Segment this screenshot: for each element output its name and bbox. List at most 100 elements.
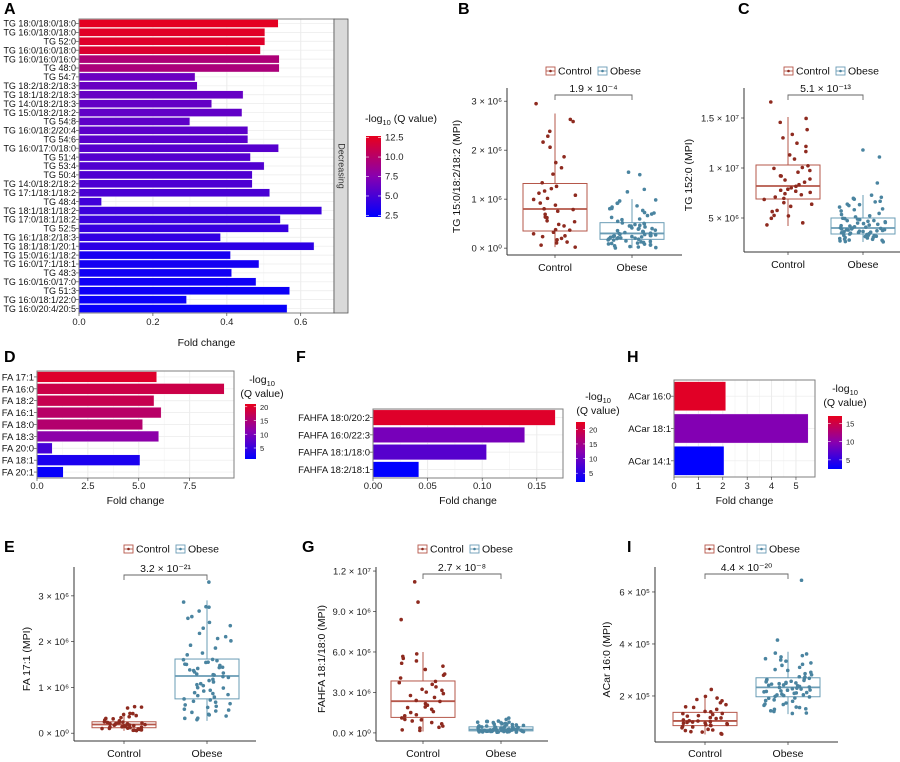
data-point [769,682,774,686]
data-point [195,682,199,687]
data-point [681,711,685,716]
data-point [848,224,852,228]
category-label: TG 18:1/18:1/20:1 [3,241,76,251]
data-point [437,725,441,730]
y-tick-label: 3 × 10⁶ [471,97,502,108]
category-label: FA 18:1 [2,456,34,467]
data-point [127,714,131,719]
data-point [187,668,192,672]
data-point [883,220,887,224]
data-point [185,653,190,657]
data-point [565,240,569,244]
data-point [790,686,795,691]
box-group-control [522,101,588,249]
significance-bracket [787,94,864,100]
colorbar-title-suffix: (Q value) [240,388,283,400]
colorbar-tick-label: 15 [589,440,597,449]
data-point [648,242,653,247]
panel-d-bar-chart: FA 17:1FA 16:0FA 18:2FA 16:1FA 18:0FA 18… [2,370,284,507]
data-point [789,186,794,190]
data-point [186,616,190,621]
data-point [224,714,228,718]
data-point [542,189,547,193]
data-point [551,230,556,235]
data-point [788,204,793,209]
legend-label-control: Control [430,544,464,556]
data-point [877,211,881,216]
data-point [808,190,812,195]
colorbar-tick-label: 2.5 [385,210,398,221]
colorbar-tick-label: 20 [589,425,597,434]
data-point [192,690,197,695]
category-label: TG 16:0/18:0/18:0 [3,28,76,38]
data-point [439,722,444,726]
bar [78,117,191,126]
box-group-control [390,580,456,733]
colorbar-title-suffix: (Q value) [391,113,437,125]
data-point [794,184,798,189]
data-point [191,668,196,673]
data-point [794,681,798,685]
data-point [521,723,526,728]
y-tick-label: 3 × 10⁶ [38,591,69,602]
data-point [429,707,434,712]
colorbar-tick-label: 5 [589,469,593,478]
category-label: TG 18:1/18:2/18:3 [3,90,76,100]
data-point [719,731,723,736]
data-point [803,707,808,711]
panel-g-box-plot: 0.0 × 10⁰ 3.0 × 10⁶ 6.0 × 10⁶ 9.0 × 10⁶ 1.2 … [316,544,548,760]
category-label: FA 18:3 [2,432,34,443]
data-point-outlier [799,578,804,583]
data-point [609,215,614,220]
category-label: TG 14:0/18:2/18:3 [3,99,76,109]
data-point [608,235,613,240]
data-point [770,209,774,214]
data-point [131,711,135,716]
data-point [687,719,692,723]
data-point [857,202,862,207]
data-point [191,699,196,704]
p-value-label: 4.4 × 10⁻²⁰ [721,562,773,574]
bar [78,233,221,242]
data-point [555,209,560,213]
colorbar-tick-label: 15 [846,419,854,428]
data-point [839,223,843,228]
data-point [611,238,616,242]
x-tick-label: 3 [745,481,750,492]
data-point [111,717,115,721]
data-point [553,160,558,165]
data-point [210,657,215,662]
data-point [609,241,614,246]
bar [78,295,187,304]
data-point [778,174,783,178]
data-point [790,711,795,716]
colorbar-title-sub: 10 [267,379,275,388]
panel-label-g: G [302,539,314,556]
x-category-label: Obese [617,262,648,274]
legend-label-obese: Obese [848,66,879,78]
legend-point-icon [760,547,763,551]
box-group-obese [755,578,821,716]
data-point [642,232,647,237]
category-label: TG 18:1/18:1/18:2 [3,206,76,216]
data-point [221,686,226,690]
data-point [804,144,808,149]
x-tick-label: 2.5 [81,481,94,492]
category-label: TG 51:4 [43,152,76,162]
data-point [221,674,225,679]
data-point [398,676,403,680]
data-point [638,223,642,228]
data-point [617,231,622,236]
data-point-outlier [534,101,538,106]
data-point [562,154,566,159]
data-point [710,712,715,717]
bar [78,99,212,108]
data-point [563,234,567,238]
data-point [181,657,186,662]
bar [372,409,556,426]
data-point [773,667,777,672]
data-point [507,727,511,732]
bar [78,277,257,287]
data-point [493,725,497,729]
data-point [620,217,624,222]
